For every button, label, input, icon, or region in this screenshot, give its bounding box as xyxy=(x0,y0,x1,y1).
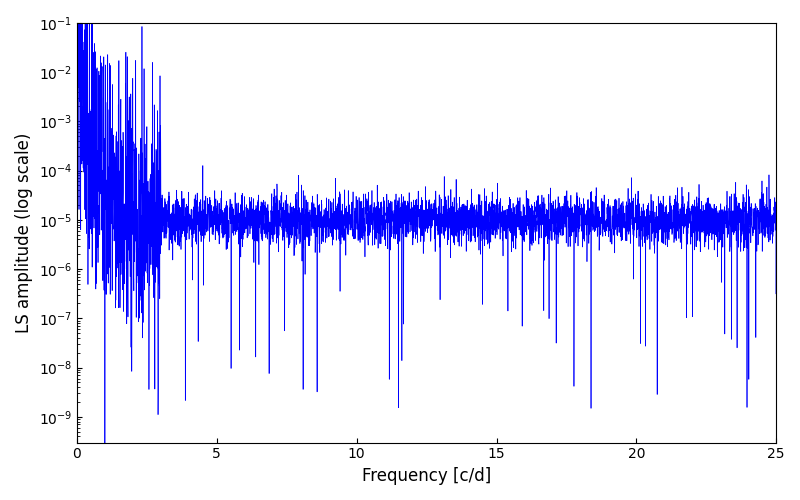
X-axis label: Frequency [c/d]: Frequency [c/d] xyxy=(362,467,491,485)
Y-axis label: LS amplitude (log scale): LS amplitude (log scale) xyxy=(15,132,33,333)
